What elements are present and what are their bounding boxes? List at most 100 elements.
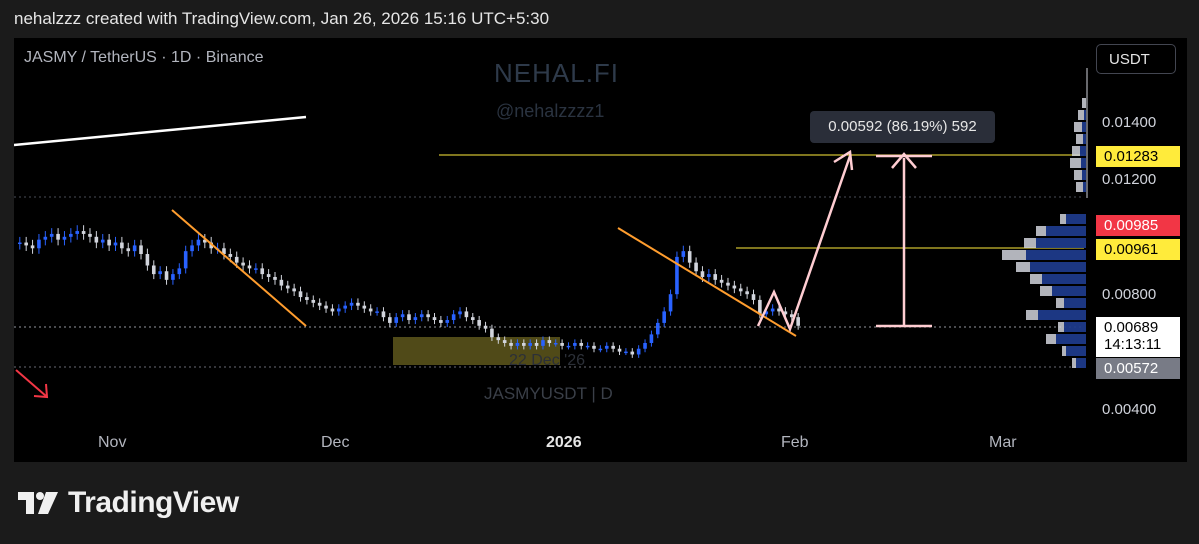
candle-body xyxy=(496,337,501,341)
candle-body xyxy=(707,274,711,277)
volume-profile-bar-buy xyxy=(1083,134,1086,144)
candle-body xyxy=(579,342,584,346)
candle-body xyxy=(624,351,628,354)
volume-profile-bar-buy xyxy=(1056,334,1086,344)
candle-body xyxy=(37,239,41,249)
volume-profile-bar xyxy=(1030,274,1042,284)
low-price-tag: 0.00572 xyxy=(1096,358,1180,379)
candle-body xyxy=(547,340,552,343)
candle-body xyxy=(458,311,462,315)
volume-profile-bar xyxy=(1024,238,1036,248)
candle-body xyxy=(222,248,226,255)
candle-body xyxy=(713,274,718,280)
tradingview-logo[interactable]: TradingView xyxy=(16,486,239,520)
volume-profile-bar-buy xyxy=(1064,298,1086,308)
volume-profile-bar xyxy=(1074,170,1082,180)
price-chart-canvas[interactable] xyxy=(14,38,1187,462)
candle-body xyxy=(687,251,692,263)
candle-body xyxy=(668,294,673,312)
candle-body xyxy=(151,265,156,275)
candle-body xyxy=(751,294,756,300)
candle-body xyxy=(292,288,296,292)
candle-body xyxy=(24,242,28,246)
tradingview-wordmark: TradingView xyxy=(68,486,239,519)
candle-body xyxy=(343,305,347,309)
price-label-3: 0.00400 xyxy=(1102,401,1157,418)
volume-profile-bar-buy xyxy=(1036,238,1086,248)
volume-profile-bar xyxy=(1072,358,1076,368)
candle-body xyxy=(413,317,418,321)
candle-body xyxy=(477,320,481,326)
volume-profile-bar-buy xyxy=(1026,250,1086,260)
volume-profile-bar xyxy=(1076,182,1083,192)
candle-body xyxy=(285,285,290,289)
volume-profile-bar xyxy=(1016,262,1030,272)
volume-profile-bar-buy xyxy=(1076,358,1086,368)
candle-body xyxy=(541,340,545,346)
candle-body xyxy=(375,311,379,313)
candle-body xyxy=(183,251,188,269)
target-price-tag: 0.01283 xyxy=(1096,146,1180,167)
candle-body xyxy=(120,242,124,249)
candle-body xyxy=(234,256,239,263)
candle-body xyxy=(777,308,781,312)
time-label-feb: Feb xyxy=(781,434,809,451)
candle-body xyxy=(139,245,143,255)
symbol-title[interactable]: JASMY / TetherUS · 1D · Binance xyxy=(24,49,264,66)
resistance-price-tag: 0.00961 xyxy=(1096,239,1180,260)
candle-body xyxy=(158,271,162,275)
candle-body xyxy=(62,236,67,240)
volume-profile-bar-buy xyxy=(1082,122,1086,132)
candle-body xyxy=(764,311,769,315)
candle-body xyxy=(770,308,775,312)
candle-body xyxy=(356,302,360,306)
volume-profile-bar xyxy=(1074,122,1082,132)
candle-body xyxy=(75,231,80,234)
candle-body xyxy=(49,233,54,237)
candle-body xyxy=(388,317,392,323)
candle-body xyxy=(190,245,194,252)
volume-profile-bar xyxy=(1082,98,1086,108)
candle-body xyxy=(464,311,469,318)
candle-body xyxy=(515,342,520,346)
volume-profile-bar-buy xyxy=(1046,226,1086,236)
candle-body xyxy=(107,239,111,246)
candle-body xyxy=(381,311,386,318)
candle-body xyxy=(330,308,335,312)
watermark-brand: NEHAL.FI xyxy=(494,58,620,88)
currency-button[interactable]: USDT xyxy=(1096,44,1176,74)
candle-body xyxy=(522,342,526,346)
volume-profile-bar xyxy=(1058,322,1064,332)
chart-pane[interactable]: JASMY / TetherUS · 1D · Binance NEHAL.FI… xyxy=(14,38,1187,462)
accumulation-zone xyxy=(393,337,560,365)
volume-profile-bar-buy xyxy=(1052,286,1086,296)
candle-body xyxy=(432,317,437,321)
candle-body xyxy=(113,242,118,246)
candle-body xyxy=(349,302,354,306)
time-label-2026: 2026 xyxy=(546,434,582,451)
watermark-symbol: JASMYUSDT | D xyxy=(484,384,613,403)
candle-body xyxy=(738,288,743,292)
candle-body xyxy=(553,342,558,345)
candle-body xyxy=(260,268,265,275)
volume-profile-bar xyxy=(1070,158,1081,168)
volume-profile-bar-buy xyxy=(1042,274,1086,284)
measure-arrowhead xyxy=(891,152,917,169)
last-price-tag: 0.00689 14:13:11 xyxy=(1096,317,1180,357)
time-label-dec: Dec xyxy=(321,434,350,451)
candle-body xyxy=(745,291,749,295)
candle-body xyxy=(100,239,105,243)
volume-profile-bar-buy xyxy=(1066,346,1086,356)
candle-body xyxy=(164,271,169,280)
candle-body xyxy=(43,236,48,240)
candle-body xyxy=(483,325,488,329)
candle-body xyxy=(585,345,590,348)
projection-path xyxy=(756,155,852,333)
candle-body xyxy=(171,274,175,280)
candle-body xyxy=(145,254,150,266)
candle-body xyxy=(426,314,430,318)
candle-body xyxy=(247,265,252,269)
candle-body xyxy=(94,236,99,243)
candle-body xyxy=(758,299,762,315)
watermark-handle: @nehalzzzz1 xyxy=(496,101,605,121)
